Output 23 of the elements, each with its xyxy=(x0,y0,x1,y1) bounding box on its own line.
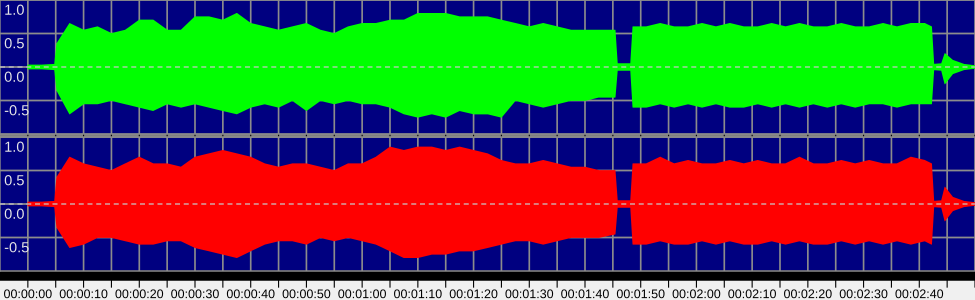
x-tick-label: 00:00:20 xyxy=(115,289,164,298)
x-tick-label: 00:00:30 xyxy=(171,289,219,298)
x-tick-label: 00:02:40 xyxy=(895,289,944,298)
x-tick-label: 00:01:30 xyxy=(505,289,554,298)
y-tick-label: 0.5 xyxy=(4,38,24,48)
x-tick-label: 00:02:10 xyxy=(728,289,776,298)
x-tick-label: 00:01:50 xyxy=(616,289,665,298)
x-tick-label: 00:00:50 xyxy=(282,289,330,298)
x-tick-label: 00:02:20 xyxy=(784,289,832,298)
y-tick-label: 1.0 xyxy=(5,4,24,15)
x-tick-label: 00:00:10 xyxy=(60,289,108,298)
x-tick-label: 00:02:30 xyxy=(840,289,888,298)
x-tick-label: 00:02:00 xyxy=(672,289,720,298)
x-tick-label: 00:01:10 xyxy=(394,289,442,298)
y-tick-label: 0.0 xyxy=(4,72,24,82)
x-tick-label: 00:01:00 xyxy=(338,289,386,298)
y-tick-label: 0.0 xyxy=(4,208,24,219)
x-tick-label: 00:01:40 xyxy=(561,289,609,298)
y-tick-label: 1.0 xyxy=(5,142,24,152)
x-tick-label: 00:00:00 xyxy=(4,289,52,298)
y-tick-label: 0.5 xyxy=(4,175,24,186)
x-tick-label: 00:01:20 xyxy=(450,289,498,298)
x-tick-label: 00:00:40 xyxy=(226,289,275,298)
